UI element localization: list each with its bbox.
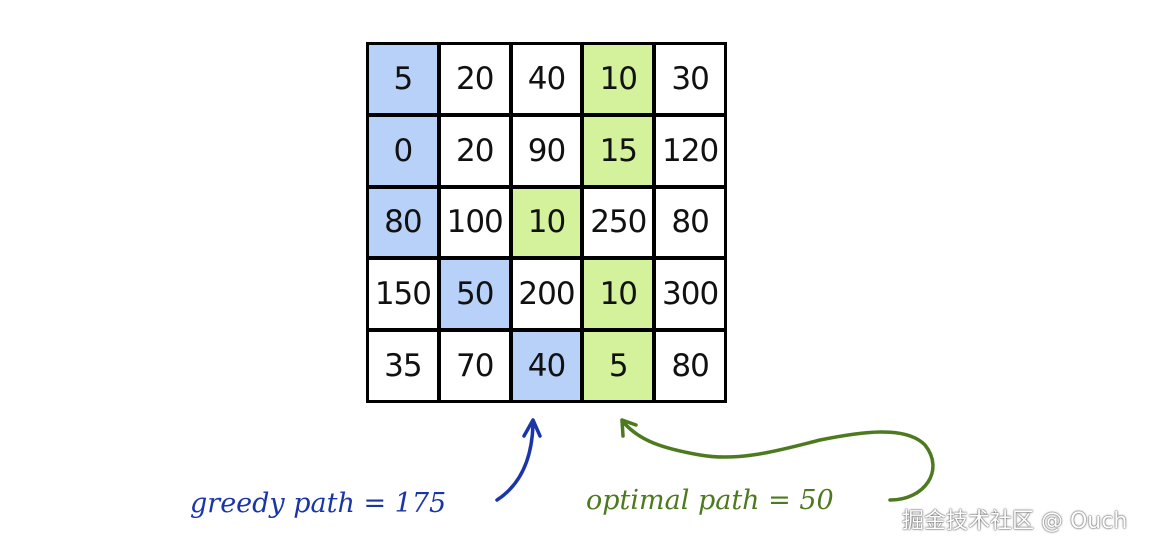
greedy-arrow xyxy=(495,422,535,502)
grid-cell: 50 xyxy=(440,260,509,329)
grid-cell: 15 xyxy=(584,116,653,185)
grid-cell: 10 xyxy=(584,45,653,113)
grid-cell: 40 xyxy=(512,332,581,400)
grid-cell: 250 xyxy=(584,188,653,257)
optimal-path-label: optimal path = 50 xyxy=(586,485,834,516)
grid-cell: 80 xyxy=(656,188,724,257)
grid-cell: 300 xyxy=(656,260,724,329)
optimal-arrow xyxy=(623,422,935,502)
grid-cell: 80 xyxy=(369,188,437,257)
grid-cell: 0 xyxy=(369,116,437,185)
grid-cell: 120 xyxy=(656,116,724,185)
cost-grid: 5 20 40 10 30 0 20 90 15 120 80 100 10 250 80 150 50 200 1… xyxy=(366,42,727,403)
grid-cell: 150 xyxy=(369,260,437,329)
grid-cell: 35 xyxy=(369,332,437,400)
grid-cell: 30 xyxy=(656,45,724,113)
grid-cell: 80 xyxy=(656,332,724,400)
grid-cell: 5 xyxy=(369,45,437,113)
grid-cell: 20 xyxy=(440,116,509,185)
optimal-arrowhead xyxy=(620,418,638,438)
grid-cell: 10 xyxy=(584,260,653,329)
greedy-path-label: greedy path = 175 xyxy=(190,488,447,519)
grid-cell: 200 xyxy=(512,260,581,329)
watermark: 掘金技术社区 @ Ouch xyxy=(902,509,1128,534)
grid-cell: 20 xyxy=(440,45,509,113)
grid-cell: 70 xyxy=(440,332,509,400)
grid-cell: 40 xyxy=(512,45,581,113)
greedy-arrowhead xyxy=(522,418,542,438)
grid-cell: 90 xyxy=(512,116,581,185)
grid-cell: 100 xyxy=(440,188,509,257)
grid-cell: 10 xyxy=(512,188,581,257)
grid-cell: 5 xyxy=(584,332,653,400)
